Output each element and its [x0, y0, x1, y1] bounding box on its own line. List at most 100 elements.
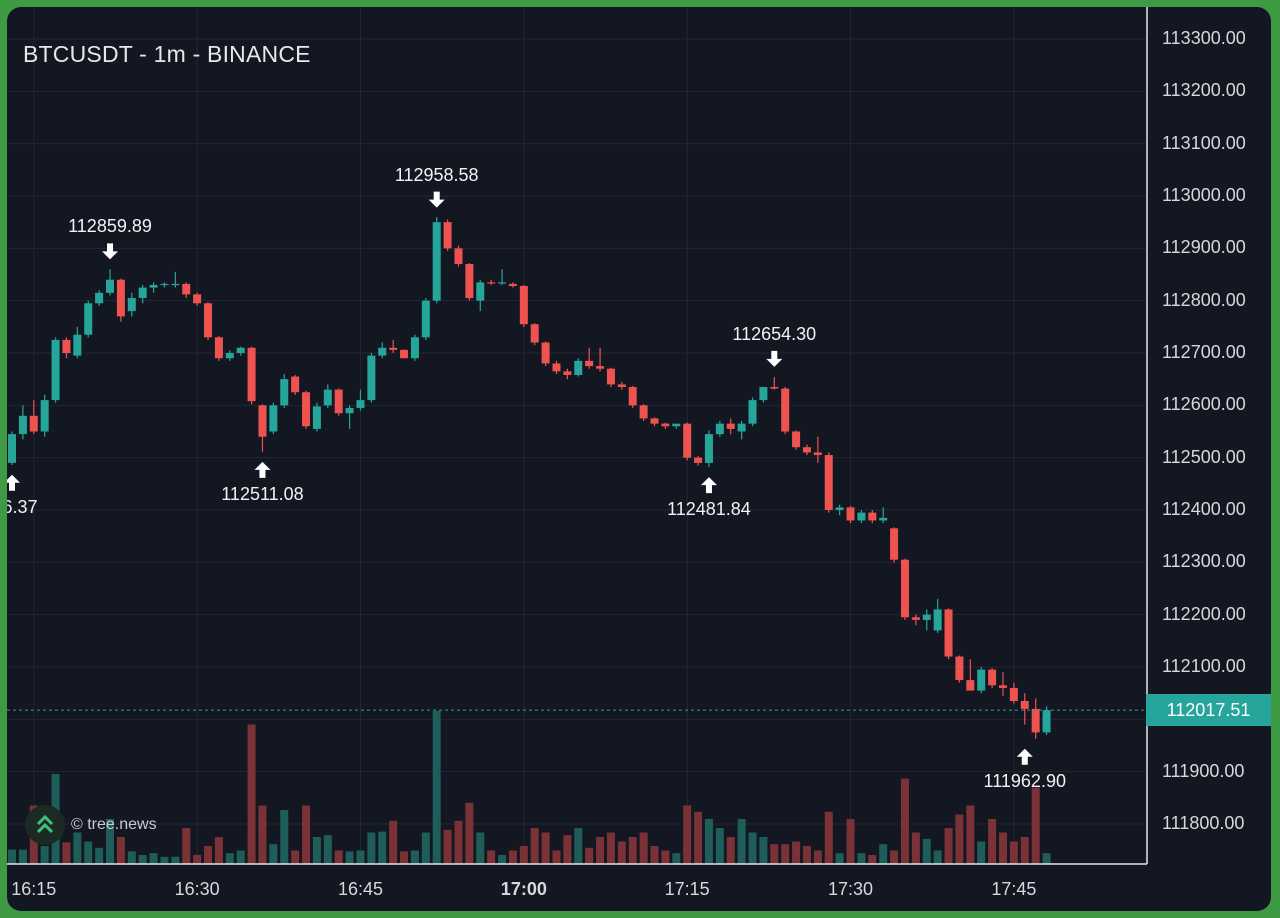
volume-bar: [410, 850, 419, 864]
volume-bar: [389, 820, 398, 864]
candle-down: [541, 342, 550, 364]
candle-up: [106, 279, 115, 293]
candle-down: [944, 609, 953, 657]
volume-bar: [911, 832, 920, 864]
candle-down: [988, 669, 997, 686]
candle-up: [476, 282, 485, 301]
candle-down: [116, 279, 125, 317]
candle-up: [879, 517, 888, 521]
price-tick-label: 113100.00: [1162, 132, 1246, 153]
up-arrow-icon: [254, 461, 271, 478]
volume-bar: [606, 832, 615, 864]
volume-bar: [802, 846, 811, 864]
volume-bar: [1020, 837, 1029, 864]
chart-title: BTCUSDT - 1m - BINANCE: [23, 41, 311, 67]
candle-down: [661, 423, 670, 427]
candle-up: [280, 379, 289, 406]
volume-bar: [574, 828, 583, 864]
volume-bar: [726, 837, 735, 864]
candle-down: [487, 282, 496, 284]
extreme-markers: [7, 191, 1033, 765]
candle-down: [443, 222, 452, 249]
candle-down: [1020, 701, 1029, 709]
candle-up: [312, 406, 321, 429]
low-price-label: 111962.90: [983, 770, 1066, 791]
candle-up: [171, 283, 180, 286]
volume-bar: [356, 850, 365, 864]
candle-down: [813, 452, 822, 456]
candle-down: [1009, 687, 1018, 702]
volume-bar: [519, 846, 528, 864]
candle-up: [149, 284, 158, 288]
candle-up: [18, 415, 27, 435]
volume-bar: [977, 841, 986, 864]
candle-up: [225, 353, 234, 359]
high-price-label: 112859.89: [68, 216, 152, 237]
price-tick-label: 112800.00: [1162, 289, 1246, 310]
price-tick-label: 112700.00: [1162, 342, 1246, 362]
candle-up: [95, 292, 104, 304]
volume-bar: [890, 850, 899, 864]
candle-down: [204, 303, 213, 338]
volume-bar: [748, 832, 757, 864]
price-tick-label: 112600.00: [1162, 394, 1246, 415]
candle-down: [998, 685, 1007, 688]
volume-bar: [84, 841, 93, 864]
candle-down: [519, 286, 528, 325]
low-price-label: 112481.84: [667, 499, 751, 520]
price-tick-label: 112400.00: [1162, 499, 1246, 519]
volume-bar: [998, 832, 1007, 864]
watermark-text: © tree.news: [71, 816, 157, 833]
price-tick-label: 112300.00: [1162, 551, 1246, 572]
candle-up: [933, 609, 942, 631]
volume-bar: [487, 850, 496, 864]
grid-lines: [7, 7, 1147, 864]
price-tick-label: 113300.00: [1162, 28, 1246, 48]
volume-bar: [715, 828, 724, 864]
price-tick-label: 111900.00: [1162, 760, 1245, 781]
candles: [8, 216, 1051, 739]
candle-down: [868, 512, 877, 521]
candle-down: [628, 387, 637, 406]
candle-down: [247, 347, 256, 402]
volume-bar: [563, 835, 572, 864]
candle-down: [802, 447, 811, 453]
volume-bar: [73, 832, 82, 864]
volume-bar: [323, 835, 332, 864]
candle-down: [193, 294, 202, 304]
candle-down: [454, 248, 463, 265]
volume-bar: [498, 855, 507, 864]
volume-bar: [628, 837, 637, 864]
down-arrow-icon: [428, 191, 445, 208]
low-price-label: -86.37: [7, 496, 38, 517]
candlestick-chart[interactable]: [7, 7, 1271, 911]
volume-bar: [900, 778, 909, 864]
candle-down: [900, 559, 909, 618]
up-arrow-icon: [700, 477, 717, 494]
candle-down: [302, 392, 311, 427]
volume-bar: [770, 844, 779, 864]
candle-up: [40, 400, 49, 432]
candle-up: [737, 423, 746, 432]
candle-up: [8, 434, 16, 463]
time-tick-label: 16:15: [11, 879, 57, 899]
tree-news-logo-icon: [25, 805, 65, 845]
chart-panel[interactable]: BTCUSDT - 1m - BINANCE 113300.00 113200.0…: [7, 7, 1271, 911]
candle-up: [672, 423, 681, 427]
volume-bar: [596, 837, 605, 864]
volume-bar: [813, 850, 822, 864]
volume-bar: [18, 849, 27, 864]
candle-down: [966, 680, 975, 691]
price-tick-label: 113200.00: [1162, 80, 1246, 101]
volume-bar: [585, 847, 594, 864]
price-scale[interactable]: 113300.00 113200.00 113100.00 113000.00 1129…: [1147, 7, 1271, 911]
volume-bar: [182, 828, 191, 864]
high-price-label: 112654.30: [732, 323, 817, 344]
volume-bar: [476, 832, 485, 864]
volume-bar: [149, 853, 158, 864]
volume-bar: [922, 838, 931, 864]
volume-bar: [171, 856, 180, 864]
volume-bar: [868, 855, 877, 864]
volume-bar: [1009, 841, 1018, 864]
candle-down: [639, 405, 648, 419]
